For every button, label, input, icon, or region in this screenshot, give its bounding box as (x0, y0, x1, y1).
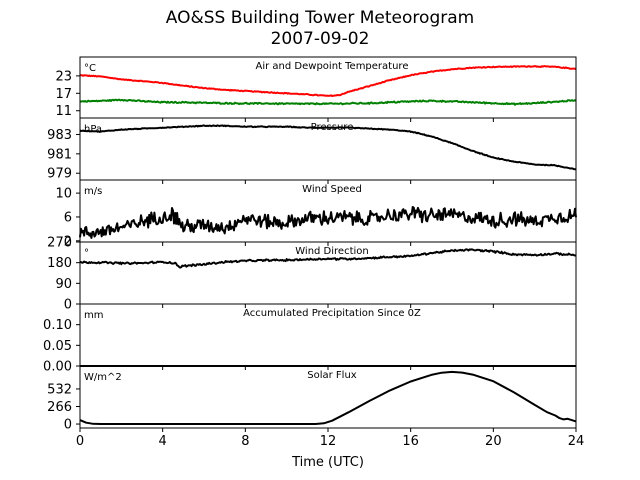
panel-2: 979 981 983 hPa Pressure (47, 117, 577, 184)
panel-4: 0 90 180 270 ° Wind Direction (47, 236, 577, 313)
panel-unit-label: hPa (84, 124, 102, 135)
figure-title: AO&SS Building Tower Meteorogram 2007-09… (0, 8, 640, 50)
panel-title: Wind Direction (295, 246, 369, 257)
y-tick-label: 10 (55, 187, 72, 202)
panel-2-series-1-line (79, 124, 577, 171)
panel-6: 0 266 532 W/m^2 Solar Flux (47, 365, 577, 433)
x-tick-label: 4 (159, 434, 167, 449)
y-tick-label: 180 (47, 256, 72, 271)
panel-title: Wind Speed (302, 184, 362, 195)
y-tick-label: 0.00 (43, 360, 72, 375)
y-tick-label: 6 (64, 210, 72, 225)
panel-unit-label: ° (84, 248, 89, 259)
panel-6-series-1-line (79, 370, 577, 425)
x-tick-label: 24 (568, 434, 585, 449)
panel-unit-label: W/m^2 (84, 372, 122, 383)
x-tick-label: 8 (241, 434, 249, 449)
figure-title-line-1: AO&SS Building Tower Meteorogram (165, 8, 475, 28)
panel-1: 11 17 23 °C Air and Dewpoint Temperature (55, 56, 577, 122)
panel-5: 0.00 0.05 0.10 mm Accumulated Precipitation … (43, 303, 577, 375)
y-tick-label: 979 (47, 167, 72, 182)
y-tick-label: 266 (47, 400, 72, 415)
y-tick-label: 532 (47, 382, 72, 397)
x-tick-label: 20 (485, 434, 502, 449)
y-tick-label: 981 (47, 147, 72, 162)
x-tick-label: 0 (76, 434, 84, 449)
panel-title: Accumulated Precipitation Since 0Z (243, 308, 421, 319)
y-tick-label: 983 (47, 128, 72, 143)
figure-title-line-2: 2007-09-02 (270, 29, 370, 49)
y-tick-label: 90 (55, 277, 72, 292)
y-tick-label: 0 (64, 298, 72, 313)
y-tick-label: 0.05 (43, 339, 72, 354)
panel-title: Solar Flux (307, 370, 357, 381)
panel-1-series-1-line (80, 65, 577, 97)
panel-title: Air and Dewpoint Temperature (256, 61, 409, 72)
panel-unit-label: mm (84, 310, 103, 321)
x-tick-label: 12 (320, 434, 337, 449)
panel-4-series-1-line (79, 248, 576, 269)
y-tick-label: 0.10 (43, 318, 72, 333)
y-tick-label: 17 (55, 87, 72, 102)
y-tick-label: 0 (64, 418, 72, 433)
panel-title: Pressure (311, 122, 354, 133)
panel-3-series-1-line (79, 206, 577, 239)
x-axis-label: Time (UTC) (291, 455, 364, 470)
y-tick-label: 23 (55, 69, 72, 84)
panel-1-series-2-line (79, 98, 577, 106)
panel-unit-label: °C (84, 63, 96, 74)
panel-unit-label: m/s (84, 186, 102, 197)
x-tick-label: 16 (402, 434, 419, 449)
panel-3: 2 6 10 m/s Wind Speed (55, 179, 577, 249)
y-tick-label: 11 (55, 104, 72, 119)
y-tick-label: 2 (64, 234, 72, 249)
y-tick-label: 270 (47, 236, 72, 251)
